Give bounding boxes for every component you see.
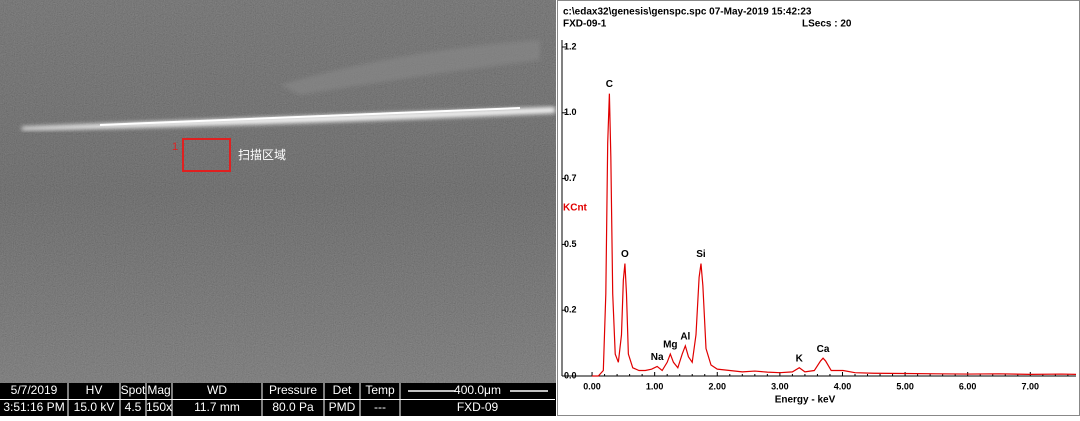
sem-image: 1 扫描区域 5/7/2019 3:51:16 PM HV 15.0 kV Spot 4.…	[0, 0, 556, 416]
x-tick-label: 0.00	[583, 381, 601, 391]
info-value: PMD	[329, 400, 356, 414]
info-label: 400.0μm	[454, 383, 501, 397]
info-cells: 5/7/2019 3:51:16 PM HV 15.0 kV Spot 4.5 Mag 150…	[0, 383, 555, 416]
y-tick-label: 1.0	[564, 107, 577, 117]
info-value: 11.7 mm	[194, 400, 240, 414]
info-value: FXD-09	[457, 400, 499, 414]
x-tick-label: 2.00	[708, 381, 726, 391]
peak-label: O	[621, 249, 629, 260]
info-label: WD	[207, 383, 227, 397]
sem-feature	[280, 40, 540, 95]
info-value: ---	[374, 400, 386, 414]
y-tick-label: 0.5	[564, 239, 577, 249]
y-axis-label: KCnt	[563, 203, 588, 214]
chart-frame	[557, 0, 1080, 416]
info-label: 5/7/2019	[11, 383, 58, 397]
header-line: FXD-09-1	[563, 19, 607, 30]
info-label: Det	[333, 383, 352, 397]
x-tick-label: 3.00	[771, 381, 789, 391]
y-tick-label: 0.2	[564, 305, 577, 315]
y-tick-label: 1.2	[564, 41, 577, 51]
info-value: 150x	[146, 400, 172, 414]
peak-label: Mg	[663, 340, 677, 351]
scan-region	[182, 138, 231, 172]
peak-label: C	[606, 79, 613, 90]
info-label: Spot	[121, 383, 146, 397]
info-label: Pressure	[269, 383, 317, 397]
info-label: Mag	[147, 383, 170, 397]
header-line: LSecs : 20	[802, 19, 852, 30]
header-line: c:\edax32\genesis\genspc.spc 07-May-2019…	[563, 7, 812, 18]
info-value: 15.0 kV	[74, 400, 115, 414]
spectrum-line	[592, 93, 1077, 377]
info-value: 80.0 Pa	[272, 400, 314, 414]
y-tick-label: 0.7	[564, 173, 577, 183]
peak-label: Ca	[817, 344, 830, 355]
spectrum-chart: c:\edax32\genesis\genspc.spc 07-May-2019…	[557, 0, 1080, 416]
x-tick-label: 4.00	[834, 381, 852, 391]
x-tick-label: 5.00	[896, 381, 914, 391]
x-tick-label: 7.00	[1022, 381, 1040, 391]
info-value: 3:51:16 PM	[3, 400, 64, 414]
info-label: HV	[86, 383, 103, 397]
peak-label: K	[796, 353, 804, 364]
info-label: Temp	[365, 383, 395, 397]
peak-label: Al	[680, 331, 690, 342]
region-label: 扫描区域	[238, 148, 286, 162]
x-tick-label: 6.00	[959, 381, 977, 391]
peak-label: Si	[696, 249, 706, 260]
region-number: 1	[172, 141, 178, 153]
y-tick-label: 0.0	[564, 370, 577, 380]
sem-streak-core	[99, 107, 521, 126]
x-axis-label: Energy - keV	[775, 395, 836, 406]
peak-label: Na	[651, 352, 664, 363]
info-value: 4.5	[125, 400, 142, 414]
x-tick-label: 1.00	[646, 381, 664, 391]
